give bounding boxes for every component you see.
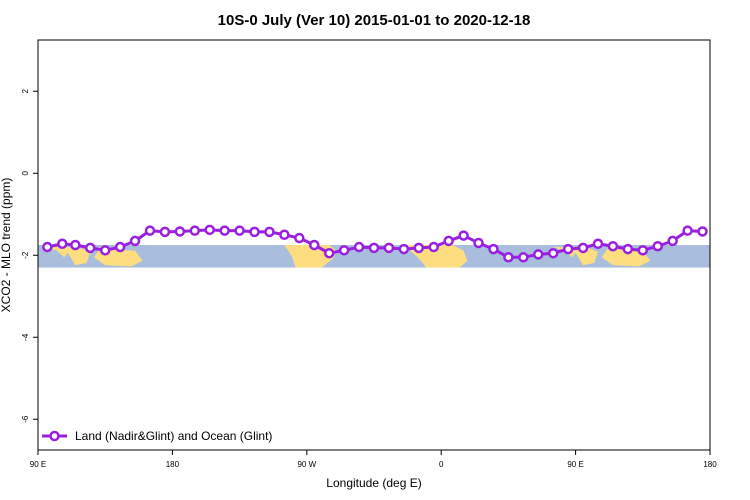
y-tick-label: 2 [21,88,30,93]
legend-marker [49,430,60,442]
data-point [159,226,171,238]
data-point [189,225,201,236]
data-point [368,242,380,254]
data-point [204,224,215,236]
data-point [682,225,693,236]
data-point [667,235,678,247]
x-tick-label: 90 W [297,460,316,469]
plot-frame [37,39,711,451]
chart-title: 10S-0 July (Ver 10) 2015-01-01 to 2020-1… [218,12,531,29]
data-point [85,242,96,254]
data-point [353,241,365,253]
data-point [413,242,425,254]
data-point [607,240,619,252]
x-tick-label: 180 [166,460,180,469]
legend: Land (Nadir&Glint) and Ocean (Glint) [42,429,272,443]
x-axis: 90 E 180 90 W 0 90 E 180 [30,450,717,469]
y-tick-label: -4 [21,333,30,341]
data-point [338,245,350,256]
x-tick-label: 180 [703,460,717,469]
data-point [279,229,290,240]
y-axis-label: XCO2 - MLO trend (ppm) [0,178,13,313]
data-point [234,225,245,236]
series-layer [42,224,708,263]
data-point [577,242,589,254]
data-point [443,235,454,247]
data-point [533,249,544,260]
ocean-band [38,245,710,268]
land-area [45,246,91,266]
data-point [294,232,305,244]
data-point [249,226,260,238]
legend-label: Land (Nadir&Glint) and Ocean (Glint) [75,429,272,443]
data-point [622,243,634,255]
x-tick-label: 0 [439,460,444,469]
data-point [144,225,156,236]
data-point [518,252,529,263]
data-point [383,242,395,254]
data-point [547,247,559,259]
x-tick-label: 90 E [30,460,46,469]
data-point [114,241,126,253]
x-tick-label: 90 E [567,460,583,469]
data-point [503,252,514,263]
data-point [99,245,111,256]
data-point [458,230,469,241]
data-point [592,238,604,250]
data-point [562,243,574,255]
data-point [42,241,53,253]
data-point [637,245,649,256]
data-point [174,226,186,237]
data-point [323,247,335,259]
data-point [428,241,439,253]
data-point [697,226,708,237]
data-point [129,235,141,247]
y-tick-label: -2 [21,251,30,259]
y-tick-label: -6 [21,415,30,423]
data-point [488,243,499,255]
x-axis-label: Longitude (deg E) [326,476,421,490]
data-point [473,237,484,249]
data-point [652,240,663,252]
y-axis: 2 0 -2 -4 -6 [21,88,38,423]
data-point [264,226,275,238]
data-point [398,243,410,255]
data-point [57,238,68,250]
data-point [219,225,230,236]
data-point [309,239,320,251]
data-point [70,239,81,251]
y-tick-label: 0 [21,170,30,175]
